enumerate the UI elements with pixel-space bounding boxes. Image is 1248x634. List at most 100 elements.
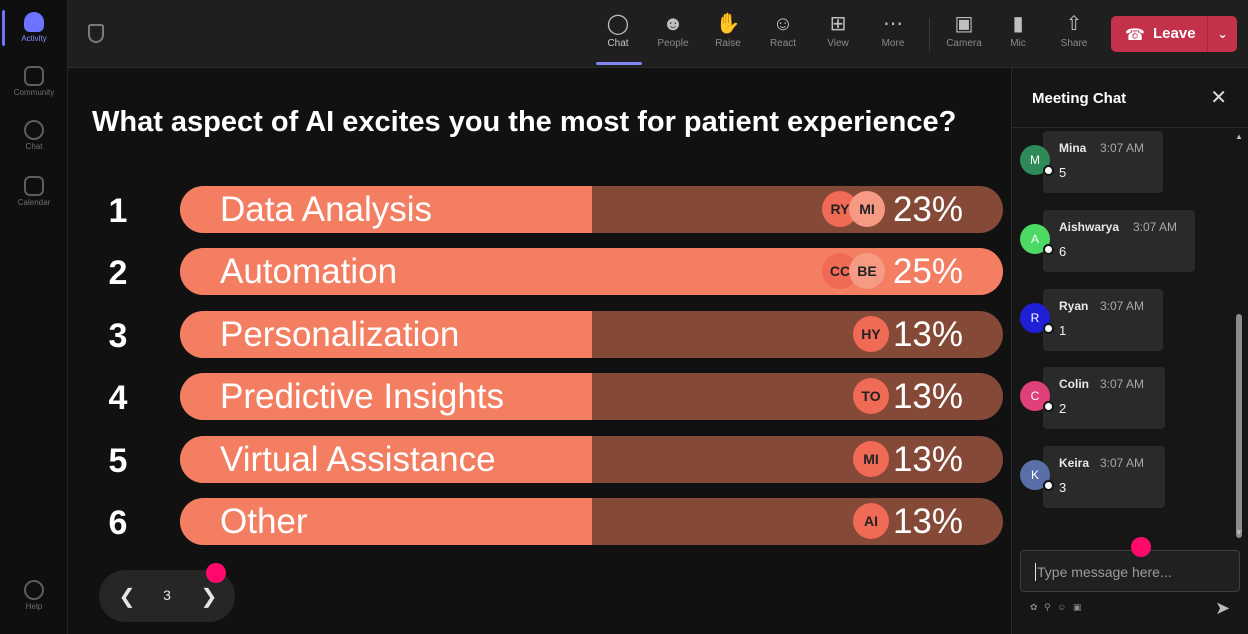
poll-option-row: 6 13% AI Other [68, 498, 1011, 546]
message-time: 3:07 AM [1100, 456, 1145, 471]
rail-chat-label: Chat [25, 142, 43, 151]
option-percentage: 13% [892, 377, 963, 417]
option-percentage: 13% [892, 314, 963, 354]
chat-message: Ryan 3:07 AM 1 R [1012, 288, 1232, 353]
rail-community-label: Community [13, 88, 55, 97]
people-button[interactable]: ☻ People [646, 10, 700, 49]
voter-avatar: HY [853, 315, 889, 352]
presence-dot [1043, 243, 1054, 255]
chevron-down-icon[interactable]: ⌄ [1207, 16, 1237, 52]
message-bubble: Aishwarya 3:07 AM 6 [1043, 209, 1195, 272]
grid-icon: ⊞ [829, 13, 847, 35]
message-text: 3 [1059, 480, 1067, 496]
camera-button[interactable]: ▣ Camera [937, 10, 991, 49]
option-label: Predictive Insights [220, 377, 505, 417]
rail-help[interactable]: Help [0, 580, 68, 611]
poll-option-row: 5 13% MI Virtual Assistance [68, 435, 1011, 484]
sender-name: Colin [1059, 377, 1089, 392]
voter-avatar: MI [849, 191, 885, 227]
presence-dot [1043, 480, 1054, 492]
hand-icon: ✋ [715, 13, 741, 35]
poll-stage: What aspect of AI excites you the most f… [68, 68, 1011, 634]
poll-option-row: 4 13% TO Predictive Insights [68, 373, 1011, 421]
format-toolbar[interactable]: ✿ ⚲ ☺ ▣ [1030, 602, 1084, 612]
avatar[interactable]: C [1020, 381, 1050, 412]
message-text: 2 [1059, 401, 1067, 417]
more-button-label: More [881, 38, 905, 49]
react-button[interactable]: ☺ React [756, 10, 810, 49]
scroll-up-icon[interactable]: ▲ [1235, 132, 1243, 141]
chat-message: Keira 3:07 AM 3 K [1012, 446, 1232, 510]
message-time: 3:07 AM [1100, 377, 1145, 392]
close-icon[interactable]: ✕ [1210, 87, 1227, 109]
chat-title: Meeting Chat [1032, 90, 1127, 107]
option-percentage: 25% [892, 252, 963, 292]
smiley-icon: ☺ [772, 13, 794, 35]
more-button[interactable]: ⋯ More [866, 10, 920, 49]
people-button-label: People [657, 38, 689, 49]
message-bubble: Keira 3:07 AM 3 [1043, 446, 1165, 509]
voter-avatar: AI [853, 503, 889, 539]
share-icon: ⇧ [1065, 13, 1083, 35]
view-button[interactable]: ⊞ View [811, 10, 865, 49]
result-bar: 13% HY [180, 310, 1003, 358]
option-number: 2 [108, 254, 128, 293]
result-bar: 23% RY MI [180, 186, 1003, 233]
message-text: 5 [1059, 165, 1067, 180]
share-button[interactable]: ⇧ Share [1047, 10, 1101, 49]
shield-icon[interactable] [88, 24, 104, 43]
result-bar-fill [180, 186, 592, 233]
result-bar-fill [180, 498, 592, 545]
message-bubble: Colin 3:07 AM 2 [1043, 367, 1165, 430]
result-bar-fill [180, 373, 592, 421]
chevron-left-icon[interactable]: ❮ [118, 586, 136, 608]
active-tab-underline [596, 62, 642, 65]
chat-button-label: Chat [607, 38, 629, 49]
raise-button-label: Raise [715, 38, 741, 49]
result-bar: 25% CC BE [180, 248, 1003, 296]
chevron-right-icon[interactable]: ❯ [200, 586, 218, 608]
raise-hand-button[interactable]: ✋ Raise [701, 10, 755, 49]
option-number: 5 [108, 441, 128, 480]
poll-option-row: 1 23% RY MI Data Analysis [68, 186, 1011, 234]
message-bubble: Ryan 3:07 AM 1 [1043, 288, 1163, 351]
result-bar-fill [180, 435, 592, 483]
leave-button[interactable]: ☎ Leave ⌄ [1111, 16, 1237, 52]
result-bar-fill [180, 310, 592, 358]
rail-community[interactable]: Community [0, 66, 68, 97]
share-button-label: Share [1060, 38, 1088, 49]
view-button-label: View [827, 38, 849, 49]
voter-avatar: BE [849, 253, 885, 290]
chat-button[interactable]: ◯ Chat [591, 10, 645, 49]
mic-button[interactable]: ▮ Mic [991, 10, 1045, 49]
scrollbar-thumb[interactable] [1236, 314, 1242, 538]
sender-name: Aishwarya [1059, 219, 1120, 234]
option-percentage: 13% [892, 502, 963, 541]
rail-activity[interactable]: Activity [0, 12, 68, 43]
result-bar: 13% TO [180, 373, 1003, 421]
chat-scrollbar[interactable]: ▲ ▼ [1232, 130, 1244, 540]
scroll-down-icon[interactable]: ▼ [1235, 528, 1243, 537]
message-bubble: Mina 3:07 AM 5 [1043, 131, 1163, 193]
cursor-indicator [1131, 537, 1151, 557]
option-number: 3 [108, 316, 128, 355]
send-icon[interactable]: ➤ [1215, 598, 1231, 618]
active-indicator [2, 10, 5, 46]
sender-name: Keira [1059, 456, 1090, 471]
option-number: 6 [108, 504, 128, 542]
rail-calendar[interactable]: Calendar [0, 176, 68, 207]
option-number: 4 [108, 379, 128, 418]
rail-chat[interactable]: Chat [0, 120, 68, 151]
option-label: Virtual Assistance [220, 439, 496, 479]
message-input-placeholder: Type message here... [1037, 564, 1172, 580]
text-caret [1035, 563, 1036, 581]
leave-button-label: Leave [1153, 25, 1196, 42]
chat-message: Mina 3:07 AM 5 M [1012, 131, 1232, 195]
chat-message: Colin 3:07 AM 2 C [1012, 367, 1232, 431]
avatar[interactable]: R [1020, 302, 1050, 333]
mic-button-label: Mic [1010, 38, 1026, 49]
help-icon [24, 580, 44, 600]
sender-name: Mina [1059, 141, 1087, 155]
message-input[interactable]: Type message here... [1020, 550, 1240, 592]
option-label: Other [220, 502, 308, 541]
